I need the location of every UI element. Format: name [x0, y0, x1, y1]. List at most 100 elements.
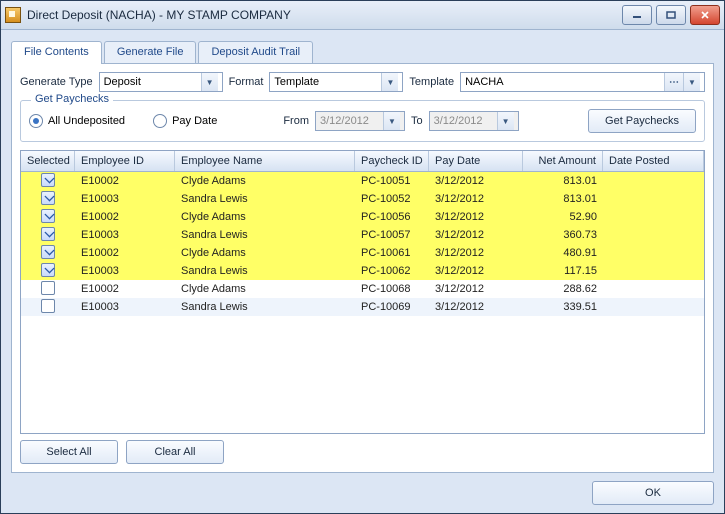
cell-paycheck-id: PC-10068 [355, 283, 429, 295]
row-checkbox[interactable] [41, 173, 55, 187]
to-date-input[interactable]: 3/12/2012 ▼ [429, 111, 519, 131]
grid-body[interactable]: E10002Clyde AdamsPC-100513/12/2012813.01… [21, 172, 704, 433]
template-label: Template [409, 76, 454, 88]
cell-employee-id: E10002 [75, 247, 175, 259]
cell-employee-id: E10003 [75, 265, 175, 277]
from-date-value: 3/12/2012 [320, 115, 383, 127]
cell-paycheck-id: PC-10052 [355, 193, 429, 205]
row-checkbox[interactable] [41, 227, 55, 241]
table-row[interactable]: E10002Clyde AdamsPC-100613/12/2012480.91 [21, 244, 704, 262]
clear-all-button[interactable]: Clear All [126, 440, 224, 464]
cell-paycheck-id: PC-10061 [355, 247, 429, 259]
row-checkbox[interactable] [41, 191, 55, 205]
cell-net-amount: 52.90 [523, 211, 603, 223]
radio-pay-date[interactable]: Pay Date [153, 114, 217, 128]
group-legend: Get Paychecks [31, 93, 113, 105]
tab-panel: Generate Type Deposit ▼ Format Template … [11, 63, 714, 473]
cell-pay-date: 3/12/2012 [429, 301, 523, 313]
chevron-down-icon: ▼ [383, 112, 400, 130]
maximize-button[interactable] [656, 5, 686, 25]
cell-employee-name: Sandra Lewis [175, 301, 355, 313]
cell-employee-name: Sandra Lewis [175, 265, 355, 277]
cell-paycheck-id: PC-10057 [355, 229, 429, 241]
row-checkbox[interactable] [41, 263, 55, 277]
close-button[interactable] [690, 5, 720, 25]
tab-file-contents[interactable]: File Contents [11, 41, 102, 64]
row-checkbox[interactable] [41, 281, 55, 295]
generate-type-select[interactable]: Deposit ▼ [99, 72, 223, 92]
cell-employee-id: E10002 [75, 283, 175, 295]
col-date-posted[interactable]: Date Posted [603, 151, 704, 171]
chevron-down-icon: ▼ [201, 73, 218, 91]
radio-all-undeposited-label: All Undeposited [48, 115, 125, 127]
app-icon [5, 7, 21, 23]
titlebar[interactable]: Direct Deposit (NACHA) - MY STAMP COMPAN… [1, 1, 724, 30]
cell-pay-date: 3/12/2012 [429, 229, 523, 241]
table-row[interactable]: E10002Clyde AdamsPC-100513/12/2012813.01 [21, 172, 704, 190]
cell-net-amount: 117.15 [523, 265, 603, 277]
cell-employee-id: E10003 [75, 301, 175, 313]
minimize-button[interactable] [622, 5, 652, 25]
to-date-value: 3/12/2012 [434, 115, 497, 127]
cell-paycheck-id: PC-10062 [355, 265, 429, 277]
window-title: Direct Deposit (NACHA) - MY STAMP COMPAN… [27, 8, 622, 22]
col-employee-id[interactable]: Employee ID [75, 151, 175, 171]
radio-pay-date-label: Pay Date [172, 115, 217, 127]
cell-net-amount: 288.62 [523, 283, 603, 295]
cell-paycheck-id: PC-10069 [355, 301, 429, 313]
format-select[interactable]: Template ▼ [269, 72, 403, 92]
from-date-input[interactable]: 3/12/2012 ▼ [315, 111, 405, 131]
col-paycheck-id[interactable]: Paycheck ID [355, 151, 429, 171]
cell-net-amount: 813.01 [523, 175, 603, 187]
cell-employee-id: E10002 [75, 175, 175, 187]
cell-net-amount: 339.51 [523, 301, 603, 313]
chevron-down-icon: ▼ [497, 112, 514, 130]
table-row[interactable]: E10003Sandra LewisPC-100573/12/2012360.7… [21, 226, 704, 244]
col-employee-name[interactable]: Employee Name [175, 151, 355, 171]
get-paychecks-group: Get Paychecks All Undeposited Pay Date F… [20, 100, 705, 142]
cell-pay-date: 3/12/2012 [429, 175, 523, 187]
cell-pay-date: 3/12/2012 [429, 265, 523, 277]
cell-net-amount: 480.91 [523, 247, 603, 259]
table-row[interactable]: E10002Clyde AdamsPC-100683/12/2012288.62 [21, 280, 704, 298]
tab-strip: File Contents Generate File Deposit Audi… [11, 40, 714, 63]
from-label: From [283, 115, 309, 127]
col-pay-date[interactable]: Pay Date [429, 151, 523, 171]
cell-employee-name: Clyde Adams [175, 211, 355, 223]
get-paychecks-button[interactable]: Get Paychecks [588, 109, 696, 133]
cell-employee-name: Clyde Adams [175, 247, 355, 259]
table-row[interactable]: E10003Sandra LewisPC-100693/12/2012339.5… [21, 298, 704, 316]
cell-pay-date: 3/12/2012 [429, 193, 523, 205]
template-value: NACHA [465, 76, 664, 88]
tab-generate-file[interactable]: Generate File [104, 41, 197, 63]
radio-all-undeposited[interactable]: All Undeposited [29, 114, 125, 128]
radio-dot-icon [29, 114, 43, 128]
template-select[interactable]: NACHA ▼ [460, 72, 705, 92]
select-all-button[interactable]: Select All [20, 440, 118, 464]
col-selected[interactable]: Selected [21, 151, 75, 171]
cell-net-amount: 813.01 [523, 193, 603, 205]
cell-employee-name: Sandra Lewis [175, 229, 355, 241]
radio-dot-icon [153, 114, 167, 128]
chevron-down-icon: ▼ [381, 73, 398, 91]
window-frame: Direct Deposit (NACHA) - MY STAMP COMPAN… [0, 0, 725, 514]
table-row[interactable]: E10002Clyde AdamsPC-100563/12/201252.90 [21, 208, 704, 226]
table-row[interactable]: E10003Sandra LewisPC-100523/12/2012813.0… [21, 190, 704, 208]
content-area: File Contents Generate File Deposit Audi… [1, 30, 724, 513]
table-row[interactable]: E10003Sandra LewisPC-100623/12/2012117.1… [21, 262, 704, 280]
cell-paycheck-id: PC-10051 [355, 175, 429, 187]
cell-pay-date: 3/12/2012 [429, 211, 523, 223]
cell-employee-id: E10002 [75, 211, 175, 223]
col-net-amount[interactable]: Net Amount [523, 151, 603, 171]
row-checkbox[interactable] [41, 209, 55, 223]
format-label: Format [229, 76, 264, 88]
cell-paycheck-id: PC-10056 [355, 211, 429, 223]
to-label: To [411, 115, 423, 127]
grid-header: Selected Employee ID Employee Name Paych… [21, 151, 704, 172]
row-checkbox[interactable] [41, 245, 55, 259]
tab-deposit-audit-trail[interactable]: Deposit Audit Trail [198, 41, 313, 63]
ok-button[interactable]: OK [592, 481, 714, 505]
cell-employee-name: Sandra Lewis [175, 193, 355, 205]
cell-net-amount: 360.73 [523, 229, 603, 241]
row-checkbox[interactable] [41, 299, 55, 313]
